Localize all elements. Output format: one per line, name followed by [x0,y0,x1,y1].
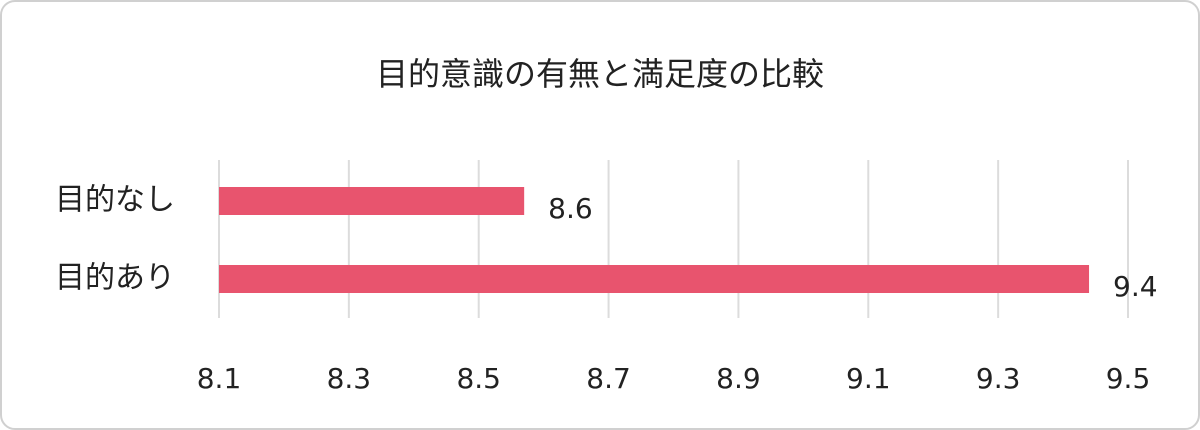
x-tick-label: 9.5 [1106,362,1151,395]
y-tick-label: 目的あり [55,261,175,296]
value-label: 9.4 [1113,270,1158,303]
chart-title: 目的意識の有無と満足度の比較 [376,55,824,93]
bar [219,187,525,215]
x-tick-label: 9.3 [976,362,1021,395]
x-tick-label: 8.7 [586,362,631,395]
y-tick-label: 目的なし [55,183,175,218]
x-tick-label: 9.1 [846,362,891,395]
x-tick-label: 8.9 [716,362,761,395]
x-tick-label: 8.1 [197,362,242,395]
x-tick-label: 8.5 [456,362,501,395]
x-tick-label: 8.3 [327,362,372,395]
bar [219,265,1090,293]
value-label: 8.6 [548,192,593,225]
